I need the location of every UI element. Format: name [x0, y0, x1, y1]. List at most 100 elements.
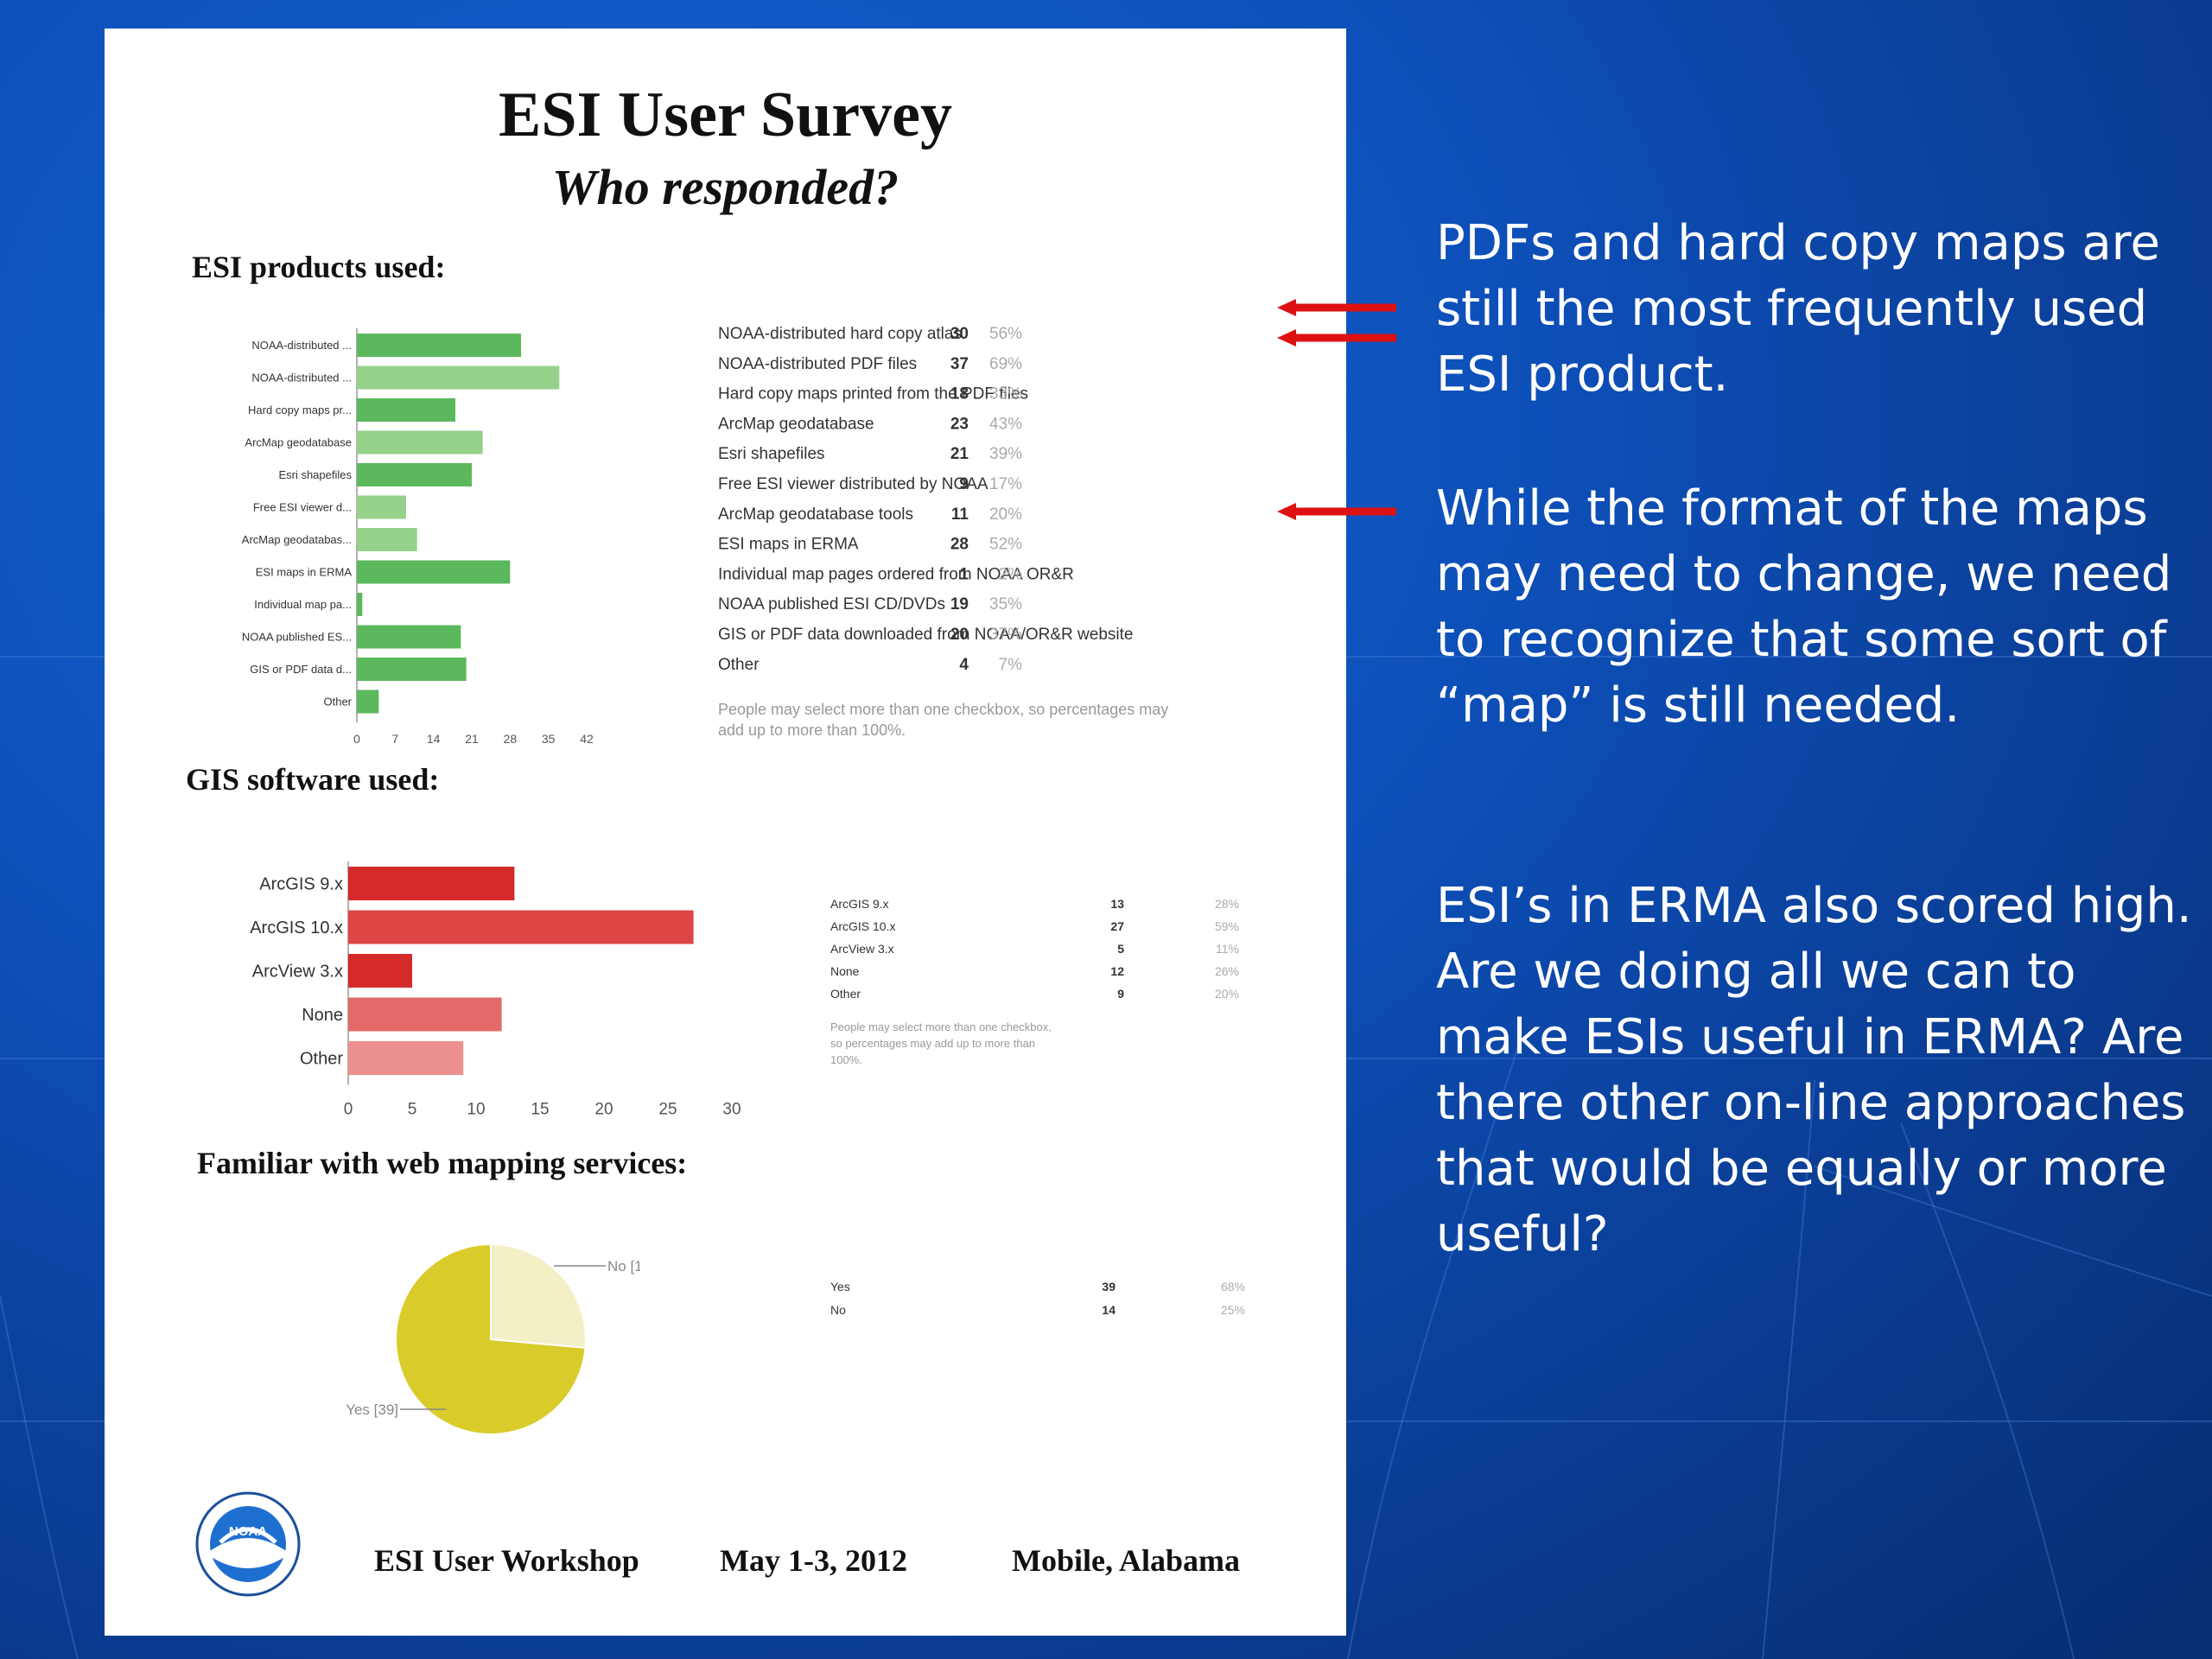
table-percent: 17% [989, 475, 1022, 493]
table-percent: 37% [989, 626, 1022, 644]
x-tick-label: 42 [580, 732, 594, 746]
table-label: No [830, 1303, 846, 1317]
table-count: 30 [950, 325, 969, 343]
x-tick-label: 14 [427, 732, 441, 746]
gis-software-chart: ArcGIS 9.x ArcGIS 10.x ArcView 3.x None Othe… [250, 861, 741, 1118]
table-label: NOAA-distributed PDF files [718, 355, 917, 373]
commentary-3: ESI’s in ERMA also scored high. Are we d… [1436, 878, 2192, 1262]
bar [357, 398, 455, 422]
web-mapping-table: Yes 39 68% No 14 25% [830, 1280, 1245, 1317]
table-note: so percentages may add up to more than [830, 1037, 1035, 1050]
table-count: 39 [1102, 1280, 1116, 1294]
commentary-1: PDFs and hard copy maps are still the mo… [1436, 215, 2160, 403]
bar [357, 495, 406, 519]
pie-slice-label: No [14] [607, 1258, 640, 1274]
bar-label: GIS or PDF data d... [250, 663, 352, 676]
bar [357, 365, 560, 390]
table-label: Other [830, 987, 861, 1001]
table-count: 14 [1102, 1303, 1116, 1317]
bar-label: Other [300, 1050, 343, 1069]
bar [348, 954, 412, 988]
table-count: 27 [1110, 919, 1124, 933]
table-percent: 20% [989, 505, 1022, 524]
pie-slice [490, 1243, 587, 1349]
table-percent: 56% [989, 325, 1022, 343]
bar-label: NOAA-distributed ... [251, 339, 352, 352]
table-count: 13 [1110, 897, 1124, 911]
table-label: ArcMap geodatabase tools [718, 505, 913, 524]
web-mapping-pie-chart: No [14] Yes [39] [346, 1243, 640, 1435]
table-count: 28 [950, 536, 969, 554]
table-count: 1 [959, 565, 969, 583]
x-tick-label: 0 [344, 1101, 353, 1118]
table-percent: 39% [989, 445, 1022, 463]
table-percent: 26% [1215, 964, 1239, 978]
table-count: 9 [959, 475, 969, 493]
table-label: NOAA published ESI CD/DVDs [718, 595, 945, 613]
footer-event: ESI User Workshop [374, 1543, 639, 1578]
bar-label: ArcView 3.x [252, 963, 343, 982]
table-percent: 2% [999, 565, 1023, 583]
table-note: add up to more than 100%. [718, 721, 906, 739]
table-note: People may select more than one checkbox… [718, 701, 1168, 718]
table-count: 20 [950, 626, 969, 644]
footer-location: Mobile, Alabama [1012, 1543, 1241, 1578]
table-percent: 43% [989, 415, 1022, 433]
table-percent: 69% [989, 355, 1022, 373]
table-count: 12 [1110, 964, 1124, 978]
x-tick-label: 7 [391, 732, 398, 746]
x-tick-label: 35 [542, 732, 556, 746]
bar-label: ArcMap geodatabas... [242, 533, 352, 546]
table-percent: 52% [989, 536, 1022, 554]
table-count: 4 [959, 656, 969, 674]
bar [357, 690, 379, 714]
table-label: Esri shapefiles [718, 445, 825, 463]
bar-label: ArcGIS 10.x [250, 918, 343, 938]
x-tick-label: 25 [658, 1101, 677, 1118]
x-tick-label: 5 [408, 1101, 417, 1118]
commentary-2: While the format of the maps may need to… [1436, 480, 2172, 734]
bar [357, 430, 483, 454]
table-label: Free ESI viewer distributed by NOAA [718, 475, 988, 493]
table-note: People may select more than one checkbox… [830, 1020, 1052, 1033]
bar [357, 658, 467, 681]
table-label: Yes [830, 1280, 850, 1294]
bar-label: Hard copy maps pr... [248, 404, 352, 416]
noaa-logo: NOAA [195, 1491, 301, 1597]
bar-label: Other [323, 696, 352, 709]
table-count: 23 [950, 415, 969, 433]
bar [357, 625, 461, 649]
web-mapping-heading: Familiar with web mapping services: [197, 1146, 688, 1180]
table-label: ArcView 3.x [830, 942, 894, 956]
bar-label: NOAA-distributed ... [251, 372, 352, 385]
table-count: 19 [950, 595, 969, 613]
bar [348, 997, 502, 1032]
bar-label: ArcGIS 9.x [259, 875, 343, 894]
table-count: 21 [950, 445, 969, 463]
table-label: None [830, 964, 860, 978]
table-percent: 33% [989, 385, 1022, 404]
x-tick-label: 0 [353, 732, 360, 746]
table-count: 9 [1117, 987, 1124, 1001]
table-label: Other [718, 656, 760, 674]
highlight-arrows [1277, 299, 1396, 520]
table-percent: 35% [989, 595, 1022, 613]
document-subtitle: Who responded? [551, 159, 899, 215]
x-tick-label: 10 [467, 1101, 485, 1118]
arrow-3 [1277, 503, 1396, 520]
footer-dates: May 1-3, 2012 [720, 1543, 907, 1578]
table-label: ArcMap geodatabase [718, 415, 874, 433]
bar [357, 528, 417, 551]
gis-software-table: ArcGIS 9.x 13 28% ArcGIS 10.x 27 59% ArcView 3… [830, 897, 1239, 1066]
bar-label: ESI maps in ERMA [256, 566, 353, 579]
bar [357, 593, 363, 616]
table-count: 11 [951, 505, 969, 524]
table-percent: 11% [1216, 942, 1239, 956]
bar-label: None [302, 1006, 343, 1025]
arrow-2 [1277, 329, 1396, 346]
arrow-1 [1277, 299, 1396, 316]
bar [348, 910, 694, 944]
table-label: ESI maps in ERMA [718, 536, 859, 554]
bar-label: Free ESI viewer d... [253, 501, 352, 514]
bar [357, 560, 511, 584]
